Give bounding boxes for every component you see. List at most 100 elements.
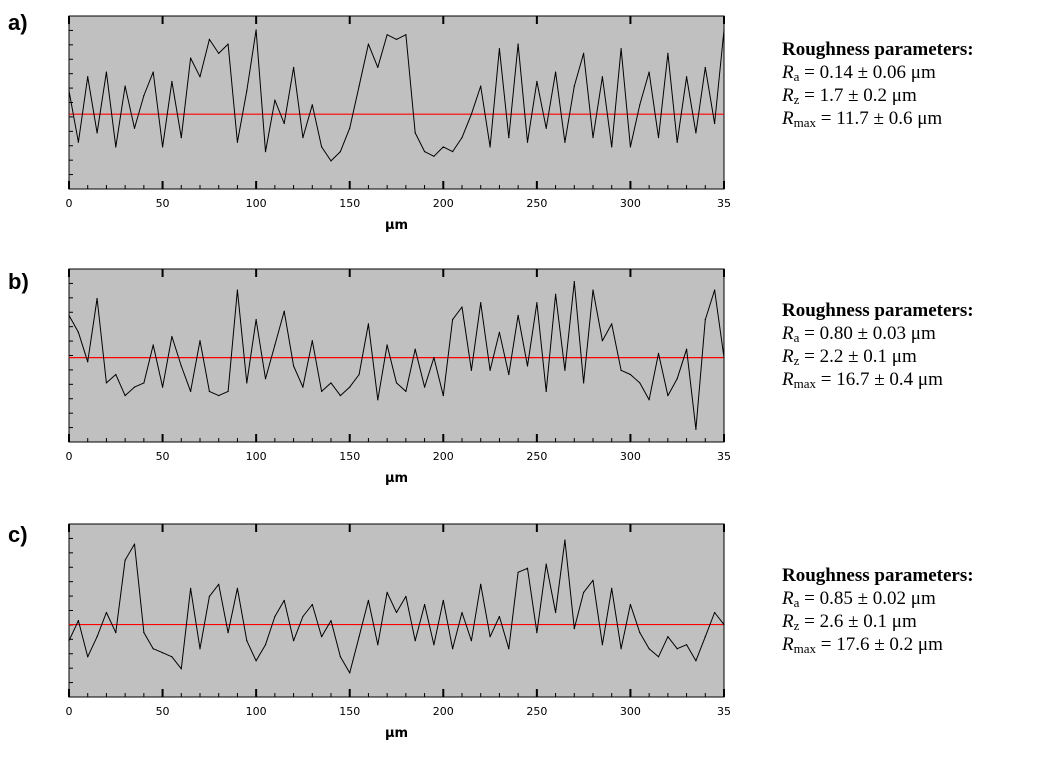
- profile-point: [349, 127, 351, 129]
- profile-point: [115, 632, 117, 634]
- profile-point: [77, 331, 79, 333]
- x-tick-label: 0: [66, 705, 73, 718]
- profile-point: [405, 34, 407, 36]
- x-tick-label: 200: [433, 450, 454, 463]
- profile-point: [695, 428, 697, 430]
- profile-point: [208, 390, 210, 392]
- ra-line: Ra = 0.14 ± 0.06 μm: [782, 61, 974, 84]
- profile-point: [639, 632, 641, 634]
- rmax-subscript: max: [793, 115, 816, 130]
- ra-line: Ra = 0.80 ± 0.03 μm: [782, 322, 974, 345]
- profile-point: [461, 611, 463, 614]
- profile-point: [405, 390, 407, 392]
- ra-subscript: a: [793, 69, 800, 84]
- profile-point: [657, 656, 660, 658]
- profile-point: [545, 563, 547, 565]
- x-tick-label: 35: [717, 197, 731, 210]
- profile-point: [227, 43, 229, 45]
- profile-point: [508, 136, 510, 139]
- profile-point: [423, 150, 426, 153]
- ra-value: = 0.80 ± 0.03 μm: [799, 323, 936, 344]
- profile-point: [105, 611, 108, 614]
- profile-point: [133, 127, 136, 129]
- profile-point: [526, 567, 529, 569]
- profile-point: [311, 104, 313, 106]
- profile-point: [639, 382, 641, 384]
- profile-point: [152, 71, 154, 73]
- profile-point: [339, 394, 341, 397]
- rmax-symbol: R: [782, 634, 794, 655]
- profile-chart-c: 0 50 100 150 200 250 300 35 μm: [66, 523, 731, 741]
- profile-point: [311, 340, 313, 342]
- profile-point: [227, 390, 229, 392]
- profile-point: [480, 583, 482, 585]
- x-tick-label: 50: [156, 450, 170, 463]
- profile-point: [386, 344, 388, 346]
- profile-point: [367, 599, 370, 602]
- x-tick-label: 35: [717, 450, 731, 463]
- profile-point: [255, 29, 257, 31]
- profile-point: [489, 636, 491, 638]
- x-tick-label: 150: [339, 450, 360, 463]
- profile-point: [115, 146, 117, 148]
- profile-point: [685, 348, 688, 350]
- profile-point: [470, 640, 472, 642]
- profile-point: [452, 150, 454, 153]
- profile-point: [414, 132, 416, 134]
- profile-point: [554, 293, 557, 295]
- profile-point: [339, 150, 341, 153]
- profile-point: [723, 623, 725, 626]
- profile-point: [526, 141, 529, 143]
- profile-point: [648, 71, 650, 73]
- profile-point: [180, 668, 182, 670]
- x-tick-label: 35: [717, 705, 731, 718]
- profile-point: [395, 38, 398, 40]
- profile-point: [274, 99, 276, 101]
- profile-point: [470, 369, 472, 371]
- profile-point: [517, 314, 519, 317]
- profile-point: [498, 48, 501, 50]
- profile-point: [190, 57, 192, 59]
- profile-point: [180, 365, 182, 367]
- profile-point: [255, 660, 257, 662]
- rmax-line: Rmax = 17.6 ± 0.2 μm: [782, 633, 974, 656]
- profile-point: [704, 636, 706, 638]
- profile-point: [667, 52, 669, 55]
- rz-subscript: z: [793, 618, 800, 633]
- panel-label: b): [8, 269, 29, 294]
- panel-b: b) 0 50 100 150 200 250 300 35 μm Roughness para…: [0, 253, 1054, 503]
- x-tick-label: 100: [246, 450, 267, 463]
- profile-point: [367, 323, 370, 325]
- x-tick-label: 0: [66, 197, 73, 210]
- profile-point: [676, 648, 678, 650]
- profile-point: [246, 382, 248, 384]
- rmax-value: = 11.7 ± 0.6 μm: [816, 108, 943, 129]
- profile-point: [442, 599, 444, 602]
- rz-symbol: R: [782, 611, 794, 632]
- profile-point: [264, 150, 267, 153]
- profile-point: [161, 146, 164, 148]
- profile-point: [255, 319, 257, 321]
- profile-point: [283, 310, 285, 312]
- profile-point: [283, 599, 285, 602]
- profile-point: [349, 672, 351, 674]
- profile-point: [545, 127, 547, 129]
- ra-symbol: R: [782, 588, 794, 609]
- profile-point: [330, 382, 332, 384]
- rmax-symbol: R: [782, 108, 794, 129]
- profile-point: [283, 122, 285, 125]
- panel-label: c): [8, 522, 28, 547]
- rmax-value: = 16.7 ± 0.4 μm: [816, 369, 943, 390]
- profile-point: [236, 141, 239, 143]
- profile-point: [358, 85, 360, 87]
- x-tick-label: 100: [246, 705, 267, 718]
- ra-subscript: a: [793, 330, 800, 345]
- profile-point: [573, 628, 575, 630]
- roughness-params-a: Roughness parameters: Ra = 0.14 ± 0.06 μ…: [782, 38, 974, 130]
- x-axis-title: μm: [385, 726, 408, 741]
- profile-point: [629, 146, 632, 148]
- x-tick-label: 50: [156, 197, 170, 210]
- x-tick-label: 300: [620, 450, 641, 463]
- params-title: Roughness parameters:: [782, 39, 974, 60]
- profile-point: [592, 289, 594, 291]
